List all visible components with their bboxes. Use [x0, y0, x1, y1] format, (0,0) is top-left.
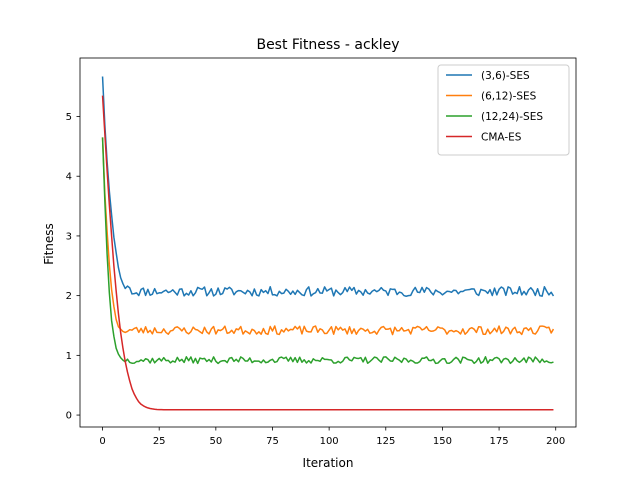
series-line-0 [101, 76, 555, 297]
plot-area: 0 25 50 75 100 125 150 175 200 0 1 2 3 4 5 [66, 57, 577, 447]
series-line-3 [101, 95, 554, 411]
x-tick-label: 25 [153, 436, 166, 447]
legend-box [437, 64, 570, 156]
x-tick-label: 200 [546, 436, 565, 447]
y-tick-label: 2 [66, 291, 72, 302]
y-tick-label: 4 [66, 172, 72, 183]
legend: (3,6)-SES (6,12)-SES (12,24)-SES CMA-ES [437, 64, 570, 156]
series-group [101, 76, 555, 411]
axes-frame [79, 57, 577, 428]
chart-title: Best Fitness - ackley [256, 37, 399, 53]
x-tick-label: 150 [433, 436, 452, 447]
x-axis-label: Iteration [303, 456, 354, 470]
x-tick-label: 100 [320, 436, 339, 447]
y-tick-label: 1 [66, 351, 72, 362]
y-tick-label: 0 [66, 411, 72, 422]
series-line-2 [101, 137, 554, 365]
legend-label: (6,12)-SES [481, 91, 537, 103]
x-tick-label: 75 [266, 436, 279, 447]
legend-label: (3,6)-SES [481, 70, 530, 82]
x-tick-label: 125 [376, 436, 395, 447]
legend-label: (12,24)-SES [481, 111, 543, 123]
x-tick-label: 50 [209, 436, 222, 447]
y-axis-label: Fitness [42, 223, 56, 265]
legend-label: CMA-ES [481, 132, 522, 144]
y-tick-label: 5 [66, 112, 72, 123]
series-line-1 [101, 137, 555, 336]
x-tick-label: 0 [99, 436, 105, 447]
y-tick-label: 3 [66, 231, 72, 242]
x-tick-label: 175 [490, 436, 509, 447]
